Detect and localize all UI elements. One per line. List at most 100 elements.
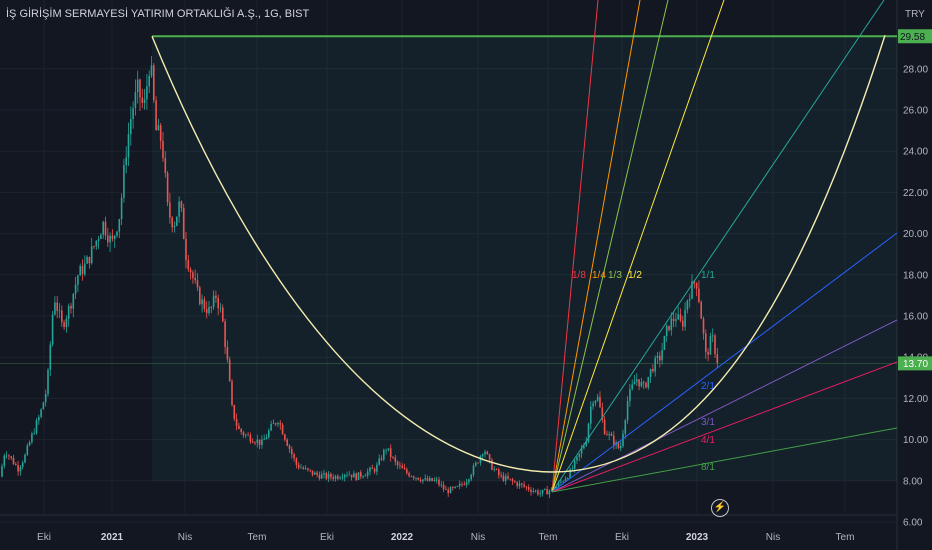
candle-body <box>265 437 268 440</box>
candle-body <box>224 321 226 347</box>
candle-body <box>608 434 610 436</box>
time-axis[interactable]: Eki 2021 Nis Tem Eki 2022 Nis Tem Eki 2023 Nis Tem <box>37 532 854 543</box>
candle-body <box>705 333 707 352</box>
candle-body <box>17 464 19 472</box>
candle-body <box>127 134 130 158</box>
candle-body <box>8 455 10 457</box>
candle-body <box>392 456 394 458</box>
candle-body <box>700 301 702 319</box>
candle-body <box>435 479 438 481</box>
candle-body <box>633 381 636 385</box>
candle-body <box>72 293 75 309</box>
candle-body <box>21 462 24 467</box>
candle-body <box>716 354 719 363</box>
candle-body <box>258 439 261 446</box>
candle-body <box>100 234 102 240</box>
fan-label: 3/1 <box>701 417 715 428</box>
candle-body <box>226 346 229 360</box>
candle-body <box>251 441 254 443</box>
candle-body <box>176 216 178 226</box>
candle-body <box>150 65 153 76</box>
candle-body <box>70 305 72 309</box>
flash-icon[interactable]: ⚡ <box>711 499 729 517</box>
candle-body <box>136 79 139 93</box>
candle-body <box>79 266 81 276</box>
candle-body <box>645 382 647 388</box>
candle-body <box>461 483 463 485</box>
candle-body <box>601 407 604 420</box>
candle-body <box>672 318 675 322</box>
candle-body <box>65 318 68 328</box>
candle-body <box>130 119 132 135</box>
candle-body <box>346 474 348 476</box>
candle-body <box>419 479 422 482</box>
candle-body <box>300 467 302 469</box>
zone-fill <box>152 36 897 481</box>
candle-body <box>656 355 659 358</box>
candle-body <box>406 469 408 474</box>
candle-body <box>268 430 270 438</box>
candles <box>1 55 719 499</box>
candle-body <box>507 476 509 479</box>
candle-body <box>148 75 150 87</box>
candle-body <box>502 475 505 481</box>
candle-body <box>491 459 493 470</box>
candle-body <box>222 307 224 322</box>
candle-body <box>587 423 590 442</box>
candle-body <box>295 458 298 465</box>
candle-body <box>353 473 355 478</box>
candle-body <box>663 335 666 350</box>
candle-body <box>364 475 367 477</box>
gann-arc[interactable] <box>151 35 886 473</box>
y-tick-label: 24.00 <box>903 147 928 158</box>
candle-body <box>339 477 341 479</box>
candle-body <box>555 486 558 490</box>
candle-body <box>456 485 459 487</box>
last-price-value: 13.70 <box>903 359 928 370</box>
candle-body <box>327 473 330 479</box>
y-tick-label: 18.00 <box>903 270 928 281</box>
candle-body <box>403 468 406 470</box>
candle-body <box>123 165 125 198</box>
candle-body <box>189 269 192 273</box>
candle-body <box>541 489 544 494</box>
candle-body <box>445 489 447 491</box>
candle-body <box>139 79 141 98</box>
x-tick-label: Tem <box>539 532 558 543</box>
candle-body <box>385 449 387 451</box>
candle-body <box>527 487 530 490</box>
candle-body <box>624 420 627 434</box>
candle-body <box>47 369 49 394</box>
candle-body <box>693 281 696 283</box>
candle-body <box>544 489 546 490</box>
y-tick-label: 28.00 <box>903 64 928 75</box>
candle-body <box>606 434 608 436</box>
candle-body <box>665 325 668 336</box>
candle-body <box>626 401 629 421</box>
last-price-tag <box>898 356 932 371</box>
candle-body <box>93 246 95 248</box>
x-tick-label: 2022 <box>391 532 414 543</box>
fan-label: 1/1 <box>701 270 715 281</box>
candle-body <box>383 450 385 460</box>
candle-body <box>28 442 31 446</box>
x-tick-label: 2021 <box>101 532 124 543</box>
candle-body <box>302 467 305 469</box>
candle-body <box>51 314 54 345</box>
candle-body <box>534 490 537 492</box>
candle-body <box>431 478 433 481</box>
gann-fan[interactable]: 1/8 1/4 1/3 1/2 1/1 2/1 3/1 4/1 8/1 <box>152 0 898 493</box>
y-tick-label: 6.00 <box>903 518 923 529</box>
candle-body <box>217 297 219 309</box>
fan-line <box>551 0 669 493</box>
candle-body <box>325 473 328 479</box>
x-tick-label: 2023 <box>686 532 709 543</box>
candle-body <box>159 125 162 141</box>
candle-body <box>686 300 689 310</box>
candle-body <box>274 423 277 425</box>
x-tick-label: Nis <box>766 532 780 543</box>
candle-body <box>171 217 173 228</box>
candle-body <box>180 201 183 208</box>
candle-body <box>318 474 321 479</box>
